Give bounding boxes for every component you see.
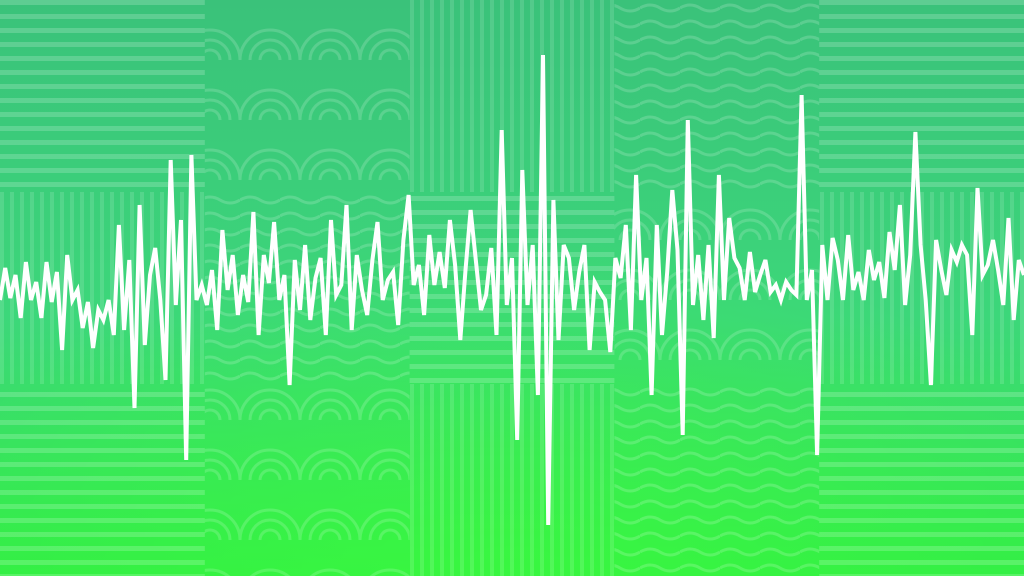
waveform-line xyxy=(0,54,1024,526)
texture-tile xyxy=(0,0,205,192)
texture-tile xyxy=(204,0,410,192)
texture-tile xyxy=(614,384,820,576)
texture-tile xyxy=(819,192,1024,384)
texture-tile xyxy=(204,384,410,576)
texture-tile xyxy=(819,384,1024,576)
texture-tile xyxy=(614,0,820,192)
texture-tile xyxy=(819,0,1024,192)
texture-tile xyxy=(0,384,205,576)
texture-tile xyxy=(409,384,615,576)
texture-tile xyxy=(409,0,615,192)
